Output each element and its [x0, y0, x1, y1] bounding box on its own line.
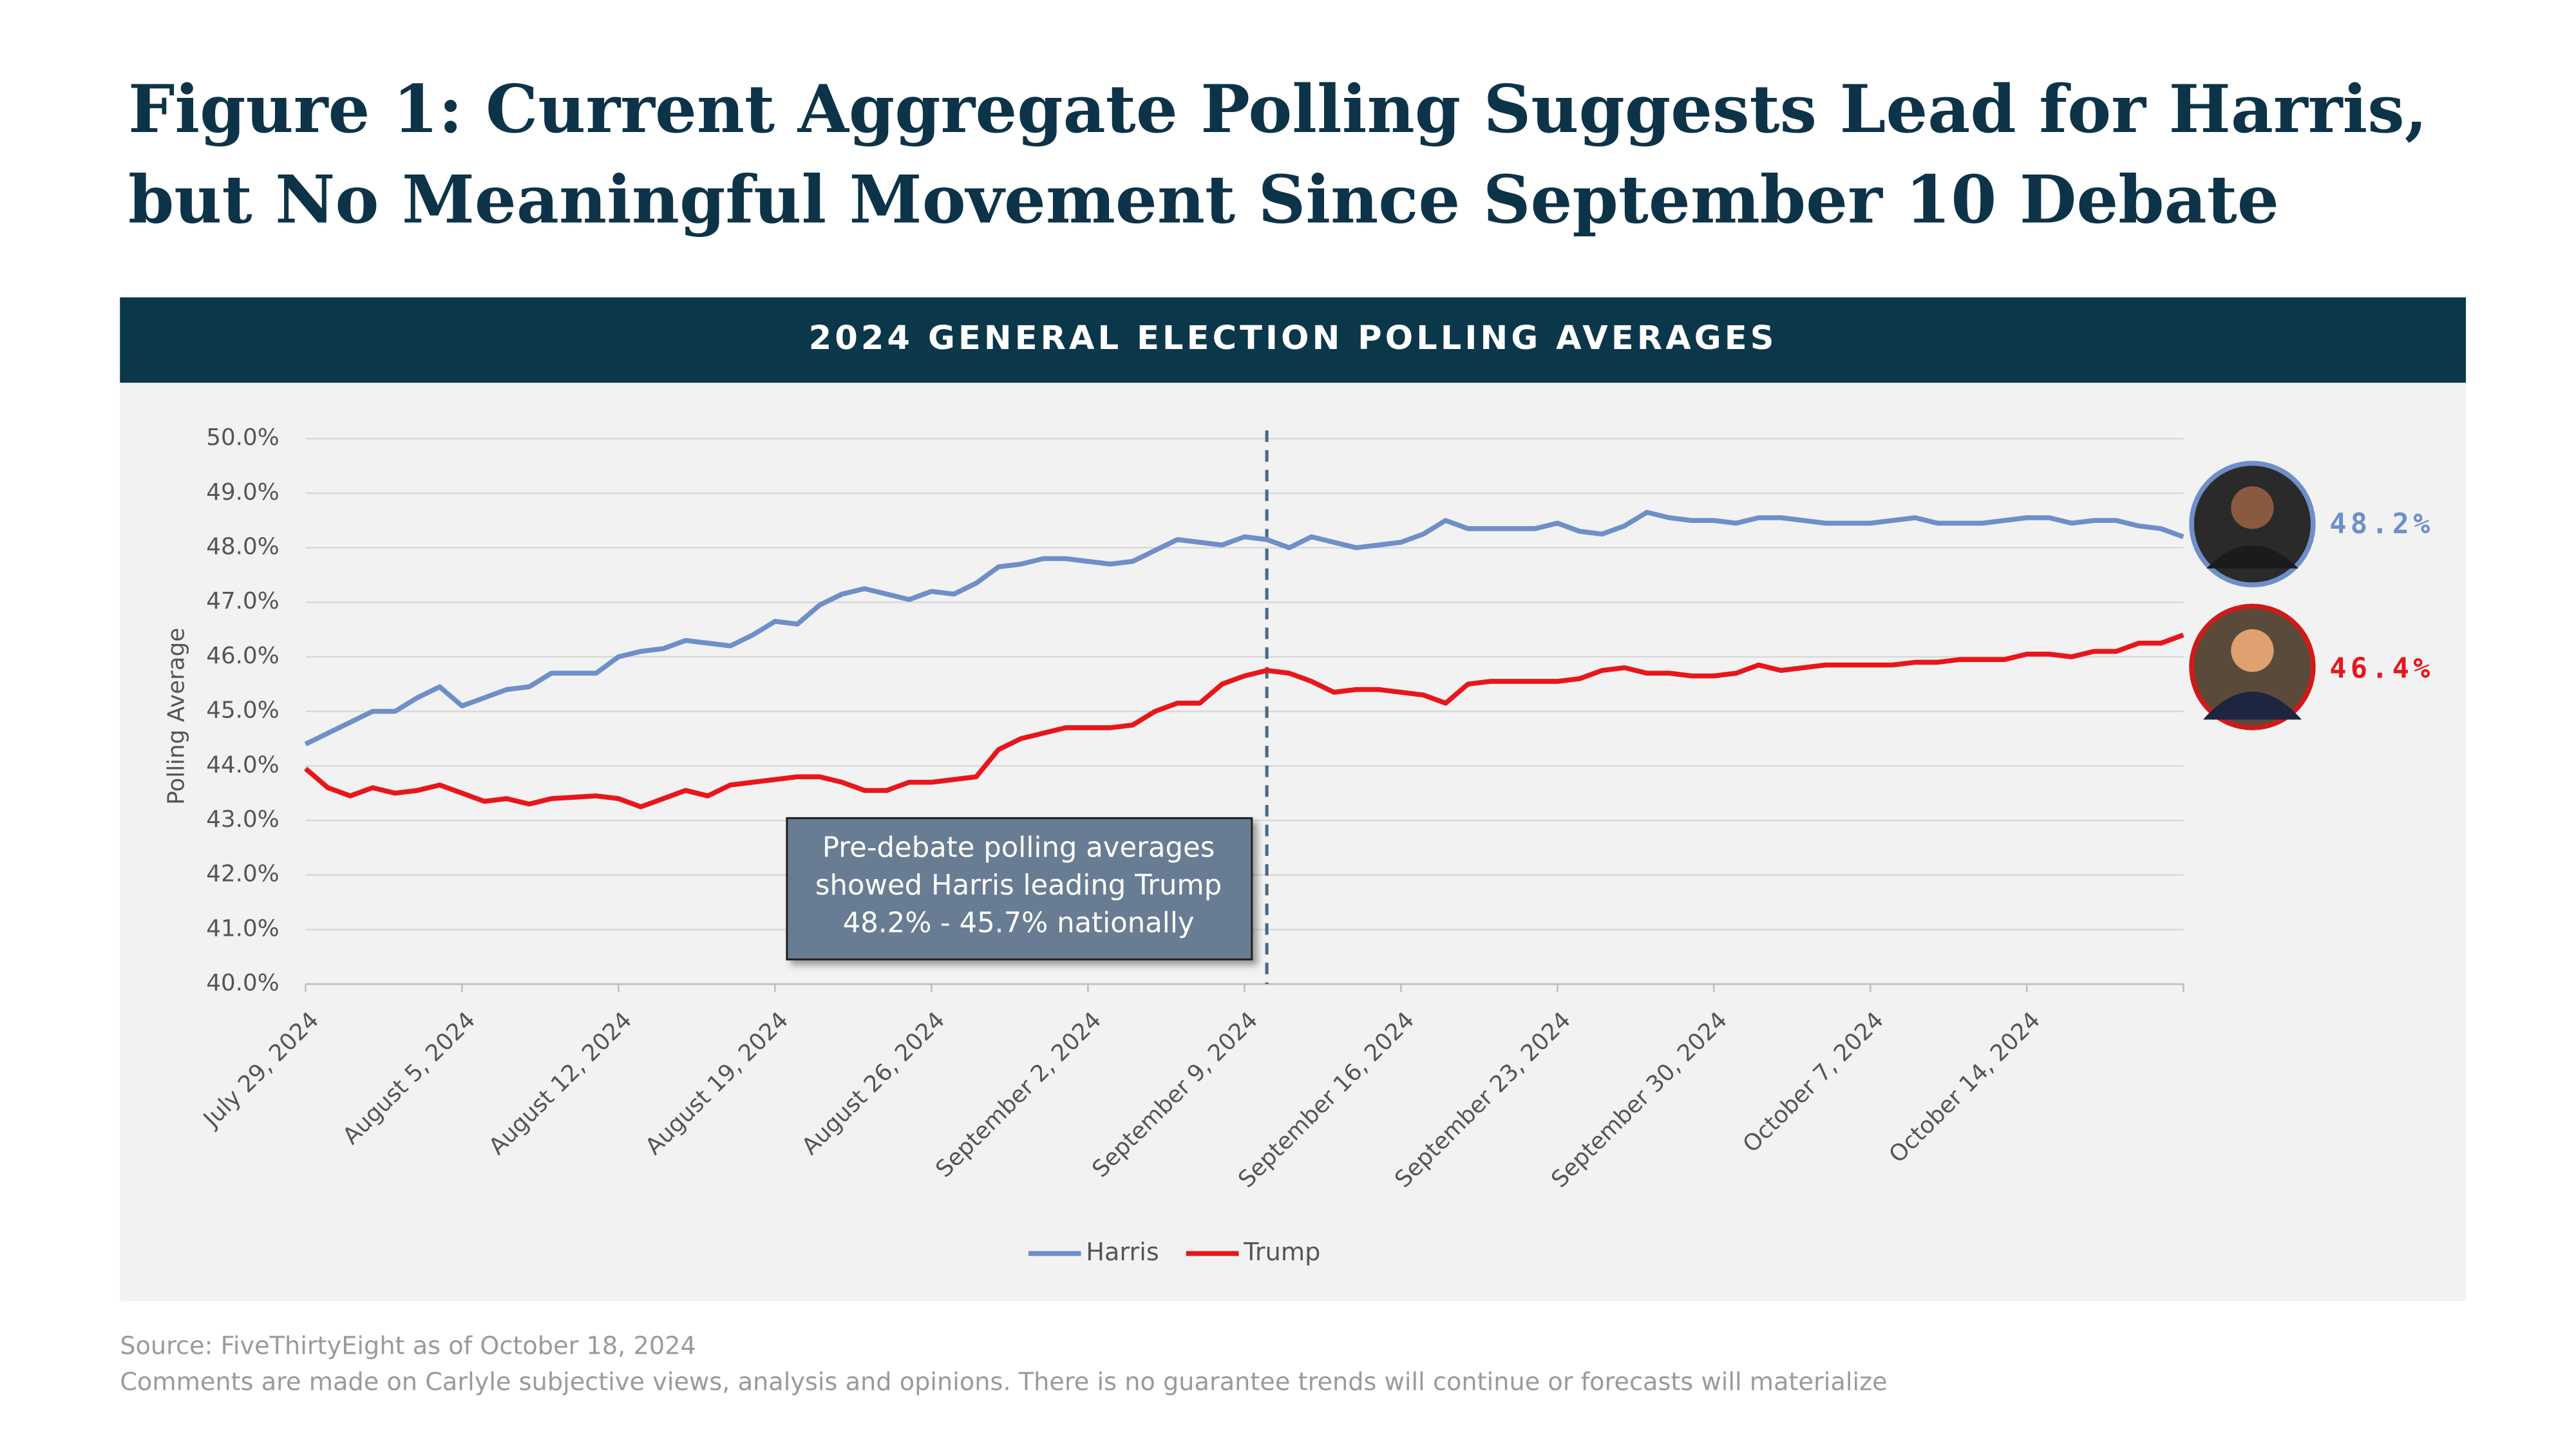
- y-tick-label: 46.0%: [206, 643, 279, 669]
- chart-title: 2024 GENERAL ELECTION POLLING AVERAGES: [809, 319, 1777, 357]
- series-line: [304, 632, 2184, 810]
- photo-body: [2206, 545, 2298, 569]
- figure-title: but No Meaningful Movement Since Septemb…: [128, 161, 2279, 238]
- annotation-text: showed Harris leading Trump: [815, 869, 1222, 902]
- end-value-label: 48.2%: [2329, 508, 2434, 540]
- annotation-box: [786, 817, 1253, 961]
- plot-background: [120, 383, 2467, 1302]
- y-tick-label: 49.0%: [206, 479, 279, 506]
- annotation: Pre-debate polling averages showed Harris…: [786, 817, 1253, 961]
- legend-label: Trump: [1243, 1238, 1320, 1267]
- y-tick-label: 43.0%: [206, 806, 279, 833]
- legend-label: Harris: [1086, 1238, 1159, 1267]
- source-note: Source: FiveThirtyEight as of October 18…: [120, 1331, 696, 1360]
- y-tick-label: 48.0%: [206, 534, 279, 560]
- annotation-text: 48.2% - 45.7% nationally: [843, 907, 1195, 940]
- y-tick-label: 47.0%: [206, 588, 279, 614]
- y-tick-label: 45.0%: [206, 697, 279, 724]
- y-tick-label: 40.0%: [206, 970, 279, 996]
- photo-face: [2231, 486, 2274, 529]
- end-value-label: 46.4%: [2329, 652, 2434, 685]
- y-tick-label: 50.0%: [206, 424, 279, 451]
- photo-face: [2231, 629, 2274, 672]
- series-line: [304, 509, 2184, 746]
- y-tick-label: 41.0%: [206, 915, 279, 942]
- chart-banner: [120, 297, 2467, 383]
- photo-body: [2202, 691, 2302, 720]
- portraits: [2189, 460, 2316, 730]
- y-tick-label: 42.0%: [206, 861, 279, 887]
- annotation-text: Pre-debate polling averages: [822, 831, 1215, 864]
- disclaimer: Comments are made on Carlyle subjective …: [120, 1367, 1887, 1396]
- y-axis-label: Polling Average: [164, 628, 190, 805]
- y-tick-label: 44.0%: [206, 752, 279, 778]
- figure-title: Figure 1: Current Aggregate Polling Sugg…: [128, 71, 2427, 148]
